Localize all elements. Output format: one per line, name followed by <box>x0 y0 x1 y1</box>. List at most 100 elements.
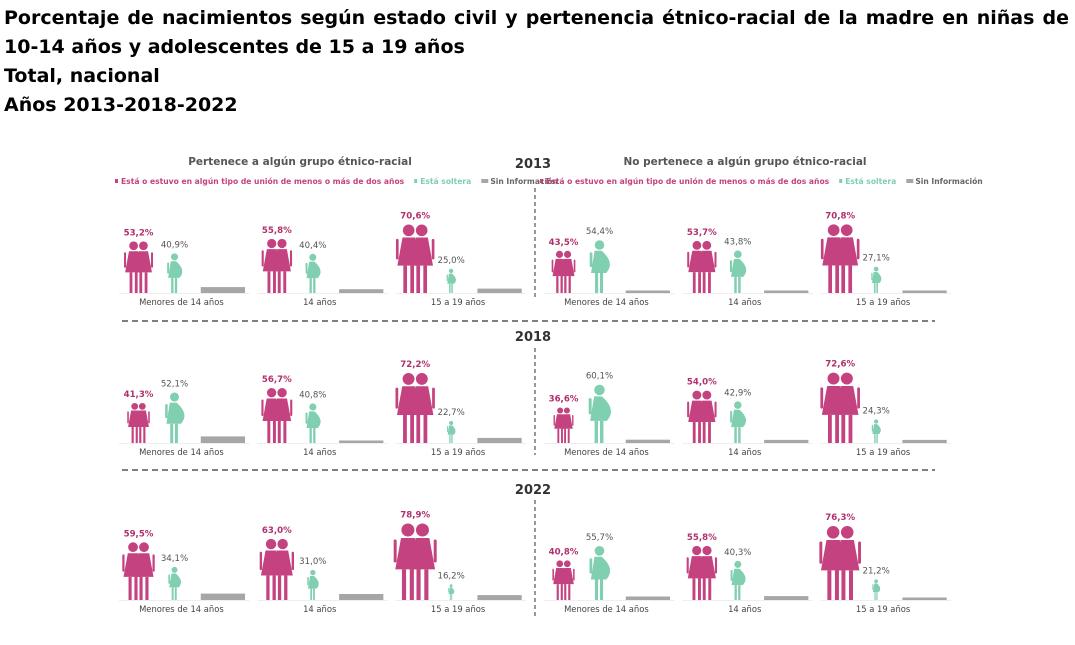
value-label-union-2022-pertenece-1: 63,0% <box>262 526 292 536</box>
category-label-2018-no_pertenece-0: Menores de 14 años <box>564 447 649 457</box>
panel-title-no-pertenece: No pertenece a algún grupo étnico-racial <box>623 156 866 168</box>
mark-soltera-2013-pertenece-1 <box>305 253 321 293</box>
value-label-soltera-2018-no_pertenece-1: 42,9% <box>724 388 751 398</box>
mark-soltera-2013-pertenece-2 <box>446 268 456 293</box>
value-label-soltera-2013-pertenece-0: 40,9% <box>161 240 188 250</box>
panel-title-pertenece: Pertenece a algún grupo étnico-racial <box>188 156 412 168</box>
value-label-soltera-2022-pertenece-2: 16,2% <box>437 571 464 581</box>
value-label-soltera-2022-pertenece-0: 34,1% <box>161 554 188 564</box>
value-label-union-2018-no_pertenece-1: 54,0% <box>687 378 717 388</box>
title-line-1: Porcentaje de nacimientos según estado c… <box>4 7 1069 29</box>
legend-swatch-soltera <box>839 179 843 183</box>
mark-union-2018-no_pertenece-1 <box>687 390 717 443</box>
mark-sin-info-2018-pertenece-1 <box>339 440 384 443</box>
category-label-2022-no_pertenece-0: Menores de 14 años <box>564 604 649 614</box>
category-label-2022-no_pertenece-1: 14 años <box>728 604 761 614</box>
value-label-soltera-2018-no_pertenece-2: 24,3% <box>862 406 889 416</box>
mark-sin-info-2018-no_pertenece-1 <box>764 439 809 443</box>
mark-soltera-2022-no_pertenece-1 <box>730 560 746 600</box>
legend-swatch-union <box>115 179 118 183</box>
mark-sin-info-2022-pertenece-1 <box>339 594 384 600</box>
year-label-2018: 2018 <box>515 330 551 345</box>
value-label-union-2013-no_pertenece-2: 70,8% <box>825 211 855 221</box>
chart-title: Porcentaje de nacimientos según estado c… <box>4 4 1069 120</box>
mark-soltera-2018-pertenece-2 <box>447 420 456 443</box>
mark-sin-info-2018-no_pertenece-0 <box>625 439 671 443</box>
legend-label-union: Está o estuvo en algún tipo de unión de … <box>121 177 405 186</box>
dividers <box>122 188 935 618</box>
year-label-2013: 2013 <box>515 157 551 172</box>
value-label-union-2022-no_pertenece-0: 40,8% <box>549 547 579 557</box>
mark-sin-info-2013-no_pertenece-2 <box>902 290 947 293</box>
value-label-soltera-2018-pertenece-2: 22,7% <box>437 408 464 418</box>
mark-soltera-2013-pertenece-0 <box>167 253 183 293</box>
category-label-2018-pertenece-1: 14 años <box>303 447 336 457</box>
mark-union-2013-no_pertenece-1 <box>687 240 717 293</box>
mark-union-2022-no_pertenece-2 <box>819 525 861 600</box>
category-label-2018-no_pertenece-2: 15 a 19 años <box>856 447 910 457</box>
mark-sin-info-2013-no_pertenece-1 <box>764 290 809 293</box>
value-label-soltera-2018-pertenece-1: 40,8% <box>299 390 326 400</box>
category-label-2018-pertenece-2: 15 a 19 años <box>431 447 485 457</box>
value-label-soltera-2018-pertenece-0: 52,1% <box>161 379 188 389</box>
category-label-2018-no_pertenece-1: 14 años <box>728 447 761 457</box>
mark-union-2018-pertenece-1 <box>261 388 293 443</box>
mark-soltera-2018-pertenece-1 <box>305 403 321 443</box>
mark-union-2013-no_pertenece-0 <box>551 250 576 293</box>
legend-label-soltera: Está soltera <box>845 177 896 186</box>
value-label-soltera-2013-pertenece-2: 25,0% <box>437 256 464 266</box>
value-label-soltera-2013-no_pertenece-0: 54,4% <box>586 227 613 237</box>
value-label-union-2018-pertenece-2: 72,2% <box>400 360 430 370</box>
mark-soltera-2018-no_pertenece-0 <box>588 384 611 443</box>
mark-union-2018-no_pertenece-0 <box>553 407 574 443</box>
value-label-union-2013-no_pertenece-1: 53,7% <box>687 228 717 238</box>
mark-sin-info-2013-pertenece-0 <box>200 287 246 293</box>
mark-sin-info-2013-pertenece-1 <box>339 289 384 293</box>
title-line-4: Años 2013-2018-2022 <box>4 94 238 116</box>
year-label-2022: 2022 <box>515 483 551 498</box>
value-label-union-2018-pertenece-1: 56,7% <box>262 375 292 385</box>
mark-union-2013-no_pertenece-2 <box>820 224 860 293</box>
legend-swatch-union <box>540 179 543 183</box>
value-label-union-2022-pertenece-2: 78,9% <box>400 510 430 520</box>
mark-sin-info-2022-no_pertenece-0 <box>625 596 671 600</box>
mark-union-2018-pertenece-2 <box>395 372 435 443</box>
legend-no-pertenece: Está o estuvo en algún tipo de unión de … <box>540 177 983 186</box>
legend-swatch-soltera <box>414 179 418 183</box>
value-label-soltera-2022-pertenece-1: 31,0% <box>299 557 326 567</box>
mark-sin-info-2018-pertenece-0 <box>200 436 246 443</box>
legend-label-soltera: Está soltera <box>420 177 471 186</box>
mark-soltera-2022-pertenece-2 <box>448 584 455 600</box>
legend-label-sin_info: Sin Información <box>490 177 557 186</box>
mark-union-2013-pertenece-1 <box>261 238 293 293</box>
legend-swatch-sin_info <box>906 179 914 183</box>
category-label-2022-pertenece-2: 15 a 19 años <box>431 604 485 614</box>
mark-sin-info-2022-no_pertenece-1 <box>764 596 809 600</box>
value-label-soltera-2013-no_pertenece-2: 27,1% <box>862 254 889 264</box>
value-label-union-2018-no_pertenece-2: 72,6% <box>825 360 855 370</box>
value-label-union-2022-no_pertenece-2: 76,3% <box>825 513 855 523</box>
mark-union-2013-pertenece-2 <box>395 224 435 293</box>
mark-union-2022-pertenece-1 <box>259 538 295 600</box>
value-label-soltera-2022-no_pertenece-0: 55,7% <box>586 533 613 543</box>
category-label-2013-pertenece-1: 14 años <box>303 297 336 307</box>
mark-sin-info-2013-pertenece-2 <box>477 288 522 293</box>
mark-soltera-2013-no_pertenece-2 <box>871 266 882 293</box>
mark-union-2018-pertenece-0 <box>127 402 150 443</box>
value-label-soltera-2022-no_pertenece-2: 21,2% <box>862 566 889 576</box>
category-label-2018-pertenece-0: Menores de 14 años <box>139 447 224 457</box>
mark-sin-info-2018-no_pertenece-2 <box>902 439 947 443</box>
value-label-union-2018-pertenece-0: 41,3% <box>124 390 154 400</box>
category-label-2022-pertenece-1: 14 años <box>303 604 336 614</box>
title-line-3: Total, nacional <box>4 65 160 87</box>
mark-soltera-2022-no_pertenece-2 <box>872 579 881 600</box>
legend-label-sin_info: Sin Información <box>915 177 982 186</box>
mark-soltera-2018-pertenece-0 <box>165 392 185 443</box>
mark-soltera-2022-pertenece-1 <box>307 569 319 600</box>
category-label-2022-pertenece-0: Menores de 14 años <box>139 604 224 614</box>
mark-soltera-2018-no_pertenece-2 <box>871 419 881 443</box>
mark-soltera-2013-no_pertenece-1 <box>729 250 747 293</box>
mark-soltera-2018-no_pertenece-1 <box>730 401 747 443</box>
mark-soltera-2022-no_pertenece-0 <box>589 545 611 600</box>
